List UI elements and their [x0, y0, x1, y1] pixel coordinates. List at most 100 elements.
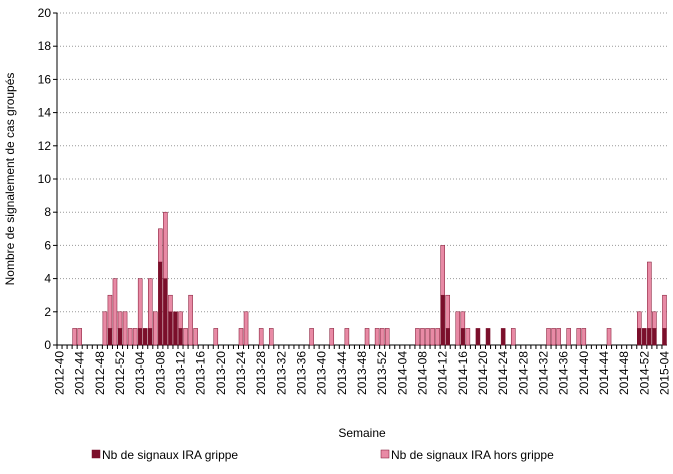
bar: [168, 294, 173, 313]
bar: [637, 328, 642, 346]
bar: [147, 278, 153, 329]
x-tick-label: 2013-44: [335, 351, 349, 395]
y-tick-label: 10: [38, 172, 52, 186]
x-tick-label: 2014-40: [577, 351, 591, 395]
x-tick-label: 2014-04: [395, 351, 409, 395]
x-tick-label: 2012-48: [93, 351, 107, 395]
bar: [551, 328, 556, 346]
x-tick-label: 2013-40: [315, 351, 329, 395]
x-tick-label: 2014-12: [436, 351, 450, 395]
bar: [132, 328, 138, 346]
bar: [258, 328, 264, 346]
bar: [647, 261, 652, 329]
y-tick-label: 6: [44, 238, 51, 252]
x-tick-label: 2012-44: [73, 351, 87, 395]
bar: [147, 328, 153, 346]
y-tick-label: 4: [44, 272, 51, 286]
bar: [510, 328, 516, 346]
bar: [213, 328, 219, 346]
x-axis-title: Semaine: [338, 426, 386, 440]
bar: [460, 328, 466, 346]
bar: [546, 328, 551, 346]
legend-swatch: [380, 449, 390, 459]
x-tick-label: 2012-52: [113, 351, 127, 395]
bar: [77, 328, 82, 346]
x-tick-label: 2014-36: [557, 351, 571, 395]
x-tick-label: 2013-28: [254, 351, 268, 395]
legend-label: Nb de signaux IRA grippe: [102, 448, 238, 462]
x-tick-label: 2014-08: [415, 351, 429, 395]
bar: [178, 311, 183, 329]
bar: [243, 311, 249, 346]
bar: [430, 328, 435, 346]
bar: [455, 311, 461, 346]
bar: [485, 328, 491, 346]
bar: [329, 328, 335, 346]
bar: [163, 278, 168, 346]
bar: [158, 261, 163, 346]
x-tick-label: 2013-32: [274, 351, 288, 395]
y-tick-label: 2: [44, 305, 51, 319]
bar: [137, 328, 143, 346]
y-tick-label: 12: [38, 139, 52, 153]
bar: [566, 328, 571, 346]
x-tick-label: 2013-04: [133, 351, 147, 395]
bar: [72, 328, 77, 346]
bar: [460, 311, 466, 329]
y-tick-label: 14: [38, 106, 52, 120]
bar: [425, 328, 430, 346]
bar: [652, 311, 657, 329]
bar: [662, 328, 667, 346]
x-tick-label: 2013-36: [295, 351, 309, 395]
bar: [107, 294, 113, 329]
bar: [238, 328, 244, 346]
bar: [384, 328, 390, 346]
x-tick-label: 2013-24: [234, 351, 248, 395]
x-tick-label: 2014-28: [516, 351, 530, 395]
bar: [183, 328, 188, 346]
x-tick-label: 2012-40: [53, 351, 67, 395]
bar: [112, 278, 118, 346]
bar: [445, 294, 450, 329]
x-tick-label: 2014-32: [536, 351, 550, 395]
bar: [107, 328, 113, 346]
x-tick-label: 2014-24: [496, 351, 510, 395]
bar: [662, 294, 667, 329]
x-tick-label: 2014-20: [476, 351, 490, 395]
bar: [647, 328, 652, 346]
x-tick-label: 2014-52: [637, 351, 651, 395]
y-tick-label: 18: [38, 39, 52, 53]
bar: [435, 328, 440, 346]
bar: [379, 328, 385, 346]
legend-swatch: [91, 449, 101, 459]
bar: [637, 311, 642, 329]
legend-label: Nb de signaux IRA hors grippe: [391, 448, 554, 462]
x-tick-label: 2014-44: [597, 351, 611, 395]
bar: [556, 328, 561, 346]
bar: [309, 328, 314, 346]
bar: [188, 294, 193, 346]
x-tick-label: 2013-48: [355, 351, 369, 395]
bar: [158, 228, 163, 263]
x-tick-label: 2013-52: [375, 351, 389, 395]
bar: [364, 328, 370, 346]
bar: [168, 311, 173, 346]
bar: [440, 294, 445, 346]
x-tick-label: 2013-16: [194, 351, 208, 395]
bar: [178, 328, 183, 346]
x-tick-label: 2013-12: [174, 351, 188, 395]
bar: [122, 311, 128, 346]
bar: [415, 328, 420, 346]
bar: [153, 311, 158, 346]
bar: [374, 328, 380, 346]
y-tick-label: 8: [44, 205, 51, 219]
bar: [142, 328, 148, 346]
bar: [581, 328, 587, 346]
y-tick-label: 16: [38, 72, 52, 86]
x-tick-label: 2013-08: [153, 351, 167, 395]
y-axis-title: Nombre de signalement de cas groupés: [3, 73, 17, 286]
x-tick-label: 2015-04: [657, 351, 671, 395]
bar: [500, 328, 506, 346]
x-tick-label: 2013-20: [214, 351, 228, 395]
